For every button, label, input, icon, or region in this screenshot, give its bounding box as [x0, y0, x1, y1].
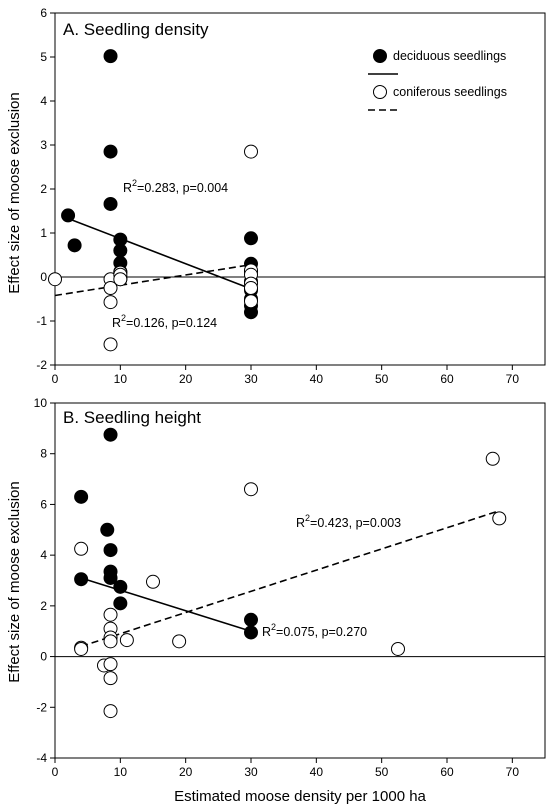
coniferous-point — [103, 671, 118, 686]
coniferous-point — [113, 272, 128, 287]
y-tick-label: 6 — [40, 6, 47, 20]
deciduous-regression-line — [67, 217, 252, 290]
x-tick-label: 10 — [114, 372, 128, 386]
coniferous-regression-line — [80, 510, 500, 648]
x-tick-label: 70 — [506, 765, 520, 779]
coniferous-point — [103, 634, 118, 649]
x-tick-label: 20 — [179, 372, 193, 386]
panel-b-title: B. Seedling height — [63, 408, 201, 427]
x-tick-label: 60 — [440, 372, 454, 386]
y-tick-label: 0 — [40, 650, 47, 664]
deciduous-fit-annotation: R2=0.283, p=0.004 — [123, 178, 228, 195]
coniferous-point — [119, 633, 134, 648]
panel-a: A. Seedling density deciduous seedlings … — [36, 6, 546, 386]
x-tick-label: 50 — [375, 372, 389, 386]
x-tick-label: 30 — [244, 765, 258, 779]
y-tick-label: 4 — [40, 94, 47, 108]
x-tick-label: 40 — [310, 372, 324, 386]
deciduous-point — [244, 612, 258, 627]
panel-b: B. Seedling height 0 10 20 30 40 50 60 70 -4 -2 0 2… — [34, 396, 546, 779]
coniferous-point — [244, 294, 258, 309]
x-tick-label: 30 — [244, 372, 258, 386]
coniferous-point — [103, 704, 118, 719]
y-tick-label: -2 — [36, 700, 47, 714]
legend: deciduous seedlings coniferous seedlings — [368, 49, 507, 111]
y-tick-label: 3 — [40, 138, 47, 152]
coniferous-point — [244, 281, 258, 295]
y-tick-label: 1 — [40, 226, 47, 240]
x-tick-label: 50 — [375, 765, 389, 779]
y-axis-title-bottom: Effect size of moose exclusion — [6, 481, 23, 683]
x-tick-label: 10 — [114, 765, 128, 779]
coniferous-point — [103, 295, 118, 310]
deciduous-point — [74, 572, 89, 587]
x-tick-label: 0 — [52, 765, 59, 779]
coniferous-fit-annotation: R2=0.126, p=0.124 — [112, 313, 217, 330]
legend-label-deciduous: deciduous seedlings — [393, 49, 506, 63]
y-tick-label: 4 — [40, 548, 47, 562]
coniferous-point — [244, 482, 258, 497]
deciduous-point — [103, 427, 118, 442]
x-tick-label: 20 — [179, 765, 193, 779]
x-axis-title: Estimated moose density per 1000 ha — [174, 788, 426, 805]
deciduous-point — [103, 570, 118, 585]
y-tick-label: 8 — [40, 447, 47, 461]
deciduous-point — [113, 596, 128, 611]
deciduous-point — [67, 238, 82, 253]
x-tick-label: 40 — [310, 765, 324, 779]
deciduous-point — [113, 243, 128, 258]
panel-a-title: A. Seedling density — [63, 20, 209, 39]
y-tick-label: -4 — [36, 751, 47, 765]
coniferous-point — [103, 281, 118, 295]
coniferous-point — [391, 641, 405, 656]
legend-marker-coniferous — [373, 85, 387, 99]
coniferous-point — [492, 511, 507, 526]
deciduous-point — [103, 144, 118, 159]
deciduous-point — [113, 579, 128, 594]
y-tick-label: 10 — [34, 396, 48, 410]
coniferous-point — [485, 451, 500, 466]
coniferous-point — [146, 574, 160, 589]
coniferous-point — [74, 541, 89, 556]
coniferous-point — [103, 657, 118, 672]
plot-frame-b — [54, 402, 546, 759]
y-tick-label: 2 — [40, 182, 47, 196]
coniferous-regression-line — [54, 263, 252, 297]
coniferous-point — [103, 337, 118, 352]
y-tick-label: 5 — [40, 50, 47, 64]
y-tick-label: 0 — [40, 270, 47, 284]
deciduous-point — [103, 196, 118, 211]
x-tick-label: 70 — [506, 372, 520, 386]
deciduous-point — [61, 208, 76, 223]
deciduous-point — [244, 625, 258, 640]
deciduous-point — [74, 489, 89, 504]
deciduous-point — [244, 231, 258, 246]
deciduous-point — [103, 49, 118, 64]
y-axis-title-top: Effect size of moose exclusion — [6, 92, 23, 294]
legend-label-coniferous: coniferous seedlings — [393, 85, 507, 99]
deciduous-regression-line — [80, 577, 252, 632]
coniferous-point — [74, 641, 89, 656]
coniferous-point — [103, 607, 118, 622]
coniferous-point — [48, 272, 62, 287]
x-tick-label: 60 — [440, 765, 454, 779]
deciduous-point — [100, 522, 115, 537]
y-tick-label: 6 — [40, 497, 47, 511]
deciduous-point — [103, 543, 118, 558]
y-tick-label: -1 — [36, 314, 47, 328]
x-tick-label: 0 — [52, 372, 59, 386]
legend-marker-deciduous — [373, 49, 387, 63]
coniferous-point — [244, 144, 258, 159]
deciduous-fit-annotation: R2=0.075, p=0.270 — [262, 622, 367, 639]
y-tick-label: -2 — [36, 358, 47, 372]
y-tick-label: 2 — [40, 599, 47, 613]
coniferous-point — [172, 634, 187, 649]
coniferous-fit-annotation: R2=0.423, p=0.003 — [296, 513, 401, 530]
